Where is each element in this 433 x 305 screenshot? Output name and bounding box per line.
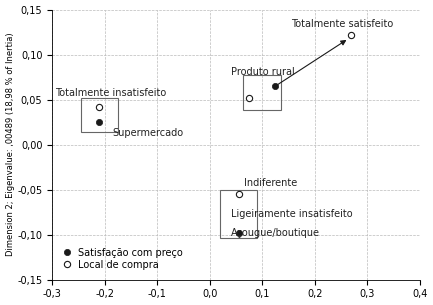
- Text: Produto rural: Produto rural: [231, 67, 294, 77]
- Text: Indiferente: Indiferente: [244, 178, 297, 188]
- Bar: [81, 98, 118, 132]
- Bar: [220, 190, 258, 238]
- Text: Totalmente insatisfeito: Totalmente insatisfeito: [55, 88, 166, 98]
- Text: Totalmente satisfeito: Totalmente satisfeito: [291, 20, 393, 29]
- Bar: [243, 75, 281, 109]
- Legend: Satisfação com preço, Local de compra: Satisfação com preço, Local de compra: [61, 246, 185, 272]
- Y-axis label: Dimension 2; Eigenvalue: ,00489 (18,98 % of Inertia): Dimension 2; Eigenvalue: ,00489 (18,98 %…: [6, 33, 15, 257]
- Text: Supermercado: Supermercado: [113, 128, 184, 138]
- Text: Ligeiramente insatisfeito: Ligeiramente insatisfeito: [231, 210, 352, 219]
- Text: Açougue/boutique: Açougue/boutique: [231, 228, 320, 239]
